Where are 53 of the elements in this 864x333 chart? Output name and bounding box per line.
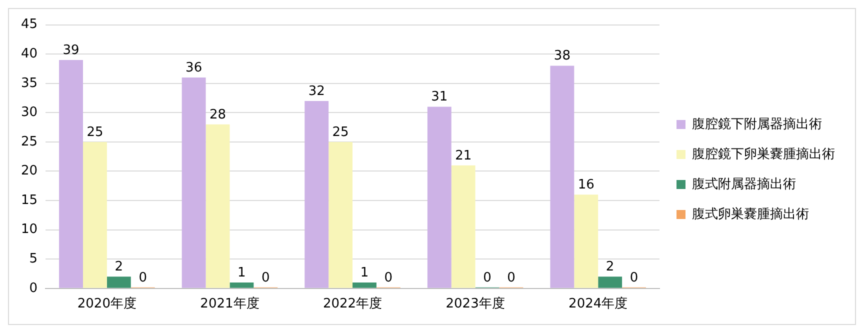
bar xyxy=(550,66,574,288)
bar xyxy=(598,276,622,288)
data-label: 1 xyxy=(238,265,246,280)
data-label: 16 xyxy=(578,178,594,193)
x-tick-label: 2020年度 xyxy=(77,296,136,312)
y-tick-label: 35 xyxy=(20,76,38,91)
legend-label: 腹式卵巣嚢腫摘出術 xyxy=(692,206,809,222)
bar xyxy=(352,282,376,288)
y-tick-label: 40 xyxy=(20,46,38,62)
y-tick-label: 30 xyxy=(20,105,38,120)
data-label: 25 xyxy=(86,124,104,140)
bar xyxy=(328,142,353,288)
y-tick-label: 10 xyxy=(20,222,38,238)
data-label: 0 xyxy=(384,270,393,286)
y-tick-label: 5 xyxy=(29,251,38,266)
legend-label: 腹腔鏡下卵巣嚢腫摘出術 xyxy=(692,146,835,162)
y-tick-label: 25 xyxy=(20,134,38,150)
bar xyxy=(574,194,598,288)
bar xyxy=(427,106,452,288)
data-label: 25 xyxy=(332,124,349,140)
data-label: 38 xyxy=(554,48,570,64)
bar xyxy=(182,78,206,288)
data-label: 0 xyxy=(483,270,492,286)
data-label: 28 xyxy=(209,107,226,122)
bar xyxy=(304,100,329,288)
bar xyxy=(106,276,131,288)
x-tick-label: 2021年度 xyxy=(200,296,260,312)
x-tick-label: 2022年度 xyxy=(322,296,382,312)
bar xyxy=(59,60,83,288)
bar xyxy=(451,165,476,288)
bar xyxy=(82,142,107,288)
data-label: 31 xyxy=(431,90,448,105)
data-label: 0 xyxy=(507,270,516,286)
data-label: 39 xyxy=(62,42,80,58)
x-tick-label: 2023年度 xyxy=(446,296,505,312)
legend-label: 腹式附属器摘出術 xyxy=(692,176,796,192)
data-label: 2 xyxy=(606,260,614,275)
data-label: 1 xyxy=(360,265,369,280)
x-tick-label: 2024年度 xyxy=(568,296,628,312)
data-label: 0 xyxy=(138,270,147,286)
y-tick-label: 15 xyxy=(20,192,38,208)
data-label: 0 xyxy=(630,270,638,286)
bar xyxy=(230,282,254,288)
data-label: 21 xyxy=(455,148,472,164)
data-label: 32 xyxy=(308,84,325,99)
y-tick-label: 45 xyxy=(20,17,38,32)
legend-label: 腹腔鏡下附属器摘出術 xyxy=(692,116,822,132)
bar xyxy=(206,124,230,288)
y-tick-label: 20 xyxy=(20,164,38,179)
data-label: 0 xyxy=(262,270,270,286)
data-label: 2 xyxy=(114,260,124,275)
y-tick-label: 0 xyxy=(29,280,38,296)
data-label: 36 xyxy=(186,60,202,76)
